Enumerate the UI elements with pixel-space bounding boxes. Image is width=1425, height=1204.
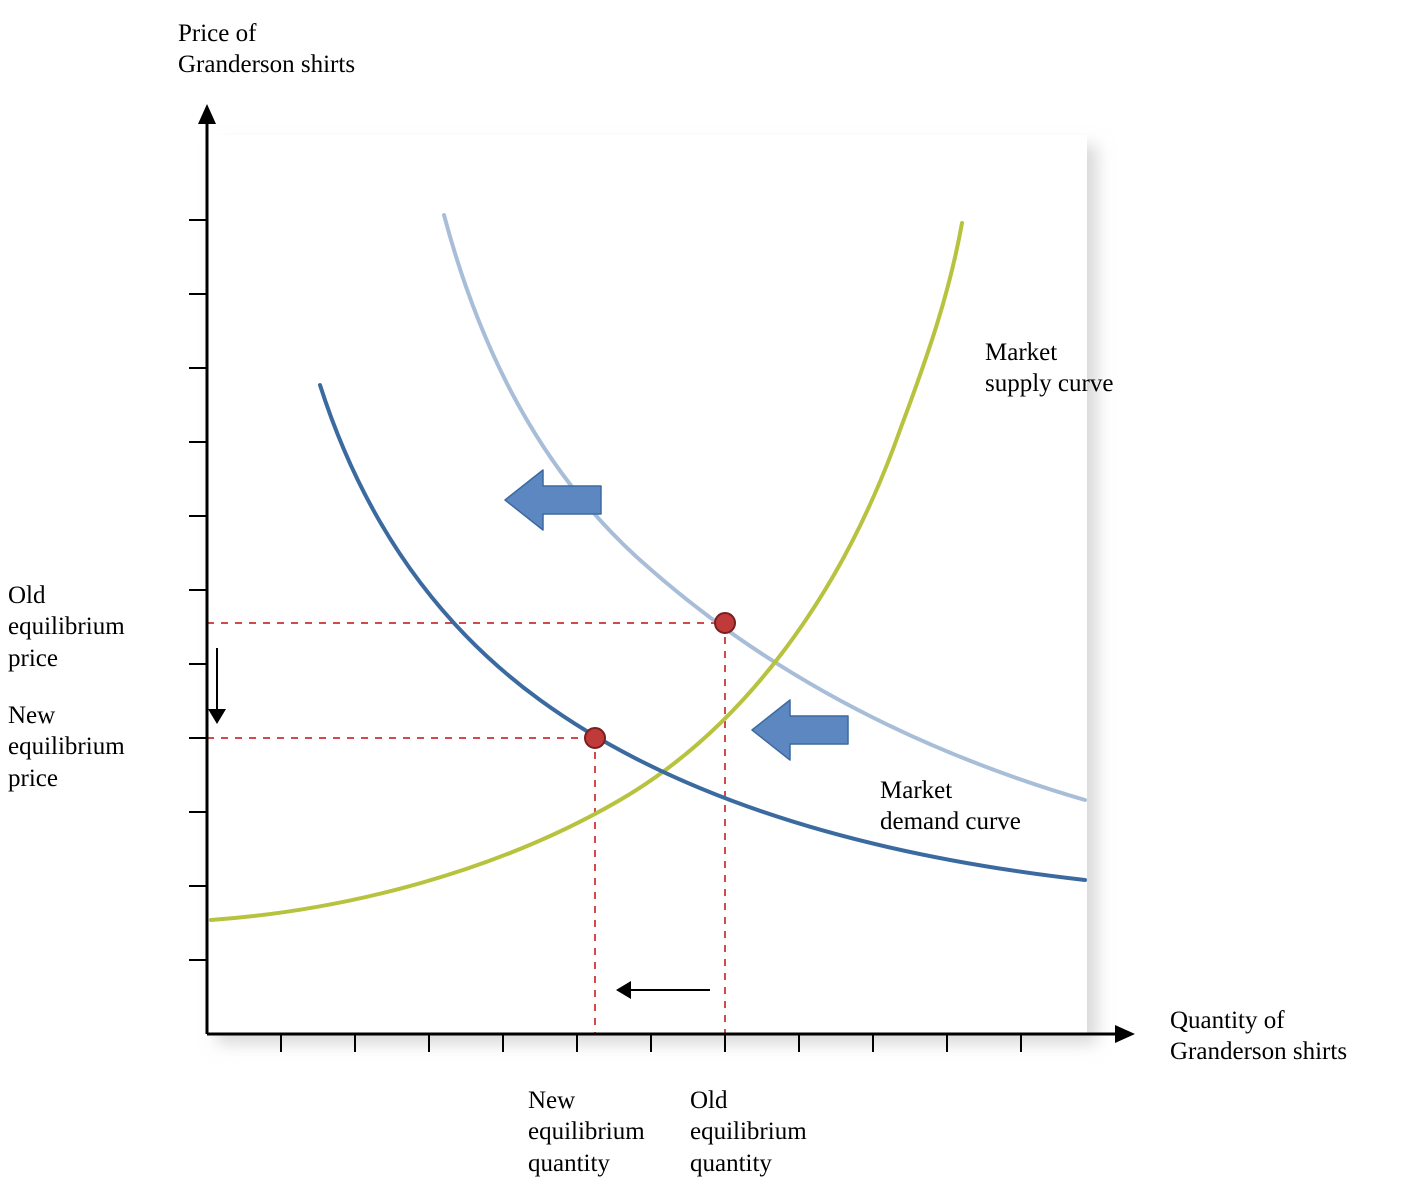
x-axis-title: Quantity of Granderson shirts: [1170, 1005, 1347, 1068]
new-equilibrium-point: [585, 728, 605, 748]
chart-stage: Price of Granderson shirts Quantity of G…: [0, 0, 1425, 1204]
old-equilibrium-point: [715, 613, 735, 633]
old-price-label: Old equilibrium price: [8, 580, 125, 674]
demand-label: Market demand curve: [880, 775, 1021, 838]
new-price-label: New equilibrium price: [8, 700, 125, 794]
supply-label: Market supply curve: [985, 337, 1113, 400]
new-qty-label: New equilibrium quantity: [528, 1085, 645, 1179]
y-axis-title: Price of Granderson shirts: [178, 18, 355, 81]
old-qty-label: Old equilibrium quantity: [690, 1085, 807, 1179]
